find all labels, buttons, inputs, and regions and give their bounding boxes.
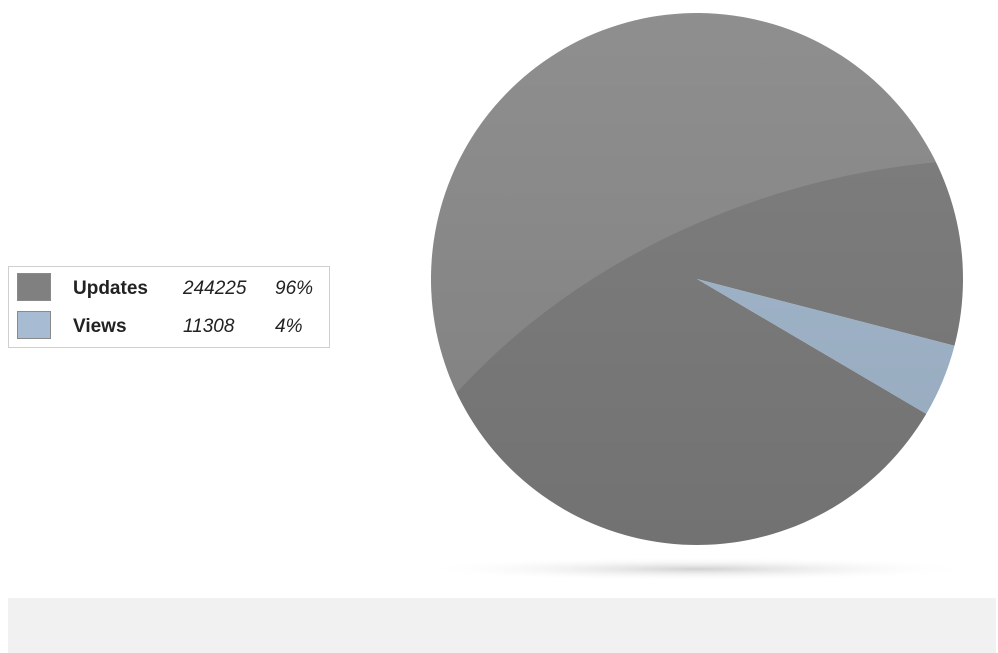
- legend-item-updates: Updates 244225 96%: [17, 273, 317, 303]
- legend-value-views: 11308: [183, 316, 235, 337]
- chart-legend: Updates 244225 96% Views 11308 4%: [8, 266, 330, 348]
- legend-percent-updates: 96%: [275, 278, 314, 299]
- pie-chart: [417, 12, 977, 581]
- legend-label-views: Views: [73, 316, 127, 337]
- legend-swatch-views: [17, 311, 51, 339]
- pie-gloss: [431, 13, 963, 545]
- legend-swatch-updates: [17, 273, 51, 301]
- legend-value-updates: 244225: [183, 278, 247, 299]
- pie-shadow: [417, 557, 977, 581]
- legend-percent-views: 4%: [275, 316, 303, 337]
- legend-label-updates: Updates: [73, 278, 148, 299]
- legend-item-views: Views 11308 4%: [17, 311, 317, 341]
- footer-band: [8, 598, 996, 653]
